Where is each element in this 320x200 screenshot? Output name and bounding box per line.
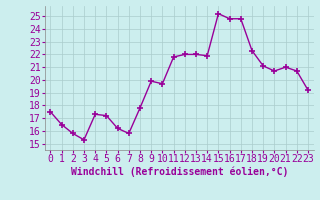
X-axis label: Windchill (Refroidissement éolien,°C): Windchill (Refroidissement éolien,°C) xyxy=(70,167,288,177)
